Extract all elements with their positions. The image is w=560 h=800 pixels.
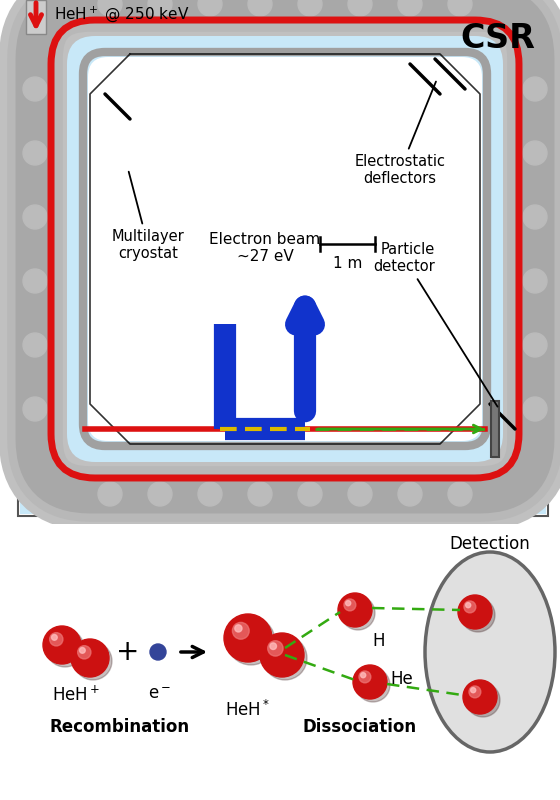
Circle shape <box>248 0 272 16</box>
Text: Detection: Detection <box>450 535 530 553</box>
Circle shape <box>338 593 372 627</box>
Circle shape <box>43 626 81 664</box>
Circle shape <box>52 634 57 640</box>
Text: He: He <box>390 670 413 688</box>
Circle shape <box>523 141 547 165</box>
Circle shape <box>80 647 85 654</box>
Circle shape <box>46 629 84 667</box>
Circle shape <box>523 397 547 421</box>
Bar <box>491 401 499 457</box>
Circle shape <box>523 77 547 101</box>
Circle shape <box>148 482 172 506</box>
Circle shape <box>466 602 471 608</box>
Text: HeH$^+$ @ 250 keV: HeH$^+$ @ 250 keV <box>54 4 189 24</box>
Circle shape <box>463 680 497 714</box>
Circle shape <box>398 0 422 16</box>
Bar <box>26 0 46 34</box>
Ellipse shape <box>425 552 555 752</box>
Circle shape <box>23 77 47 101</box>
Circle shape <box>270 643 277 650</box>
Text: H: H <box>372 632 385 650</box>
Circle shape <box>260 633 304 677</box>
Circle shape <box>235 625 242 632</box>
Circle shape <box>74 642 112 680</box>
FancyBboxPatch shape <box>67 36 503 462</box>
Circle shape <box>348 0 372 16</box>
Circle shape <box>23 205 47 229</box>
Circle shape <box>23 333 47 357</box>
Text: CSR: CSR <box>460 22 535 55</box>
Text: HeH$^*$: HeH$^*$ <box>226 700 270 720</box>
Circle shape <box>461 598 495 632</box>
Circle shape <box>466 683 500 717</box>
Circle shape <box>98 0 122 16</box>
Circle shape <box>71 639 109 677</box>
Circle shape <box>227 617 275 665</box>
Circle shape <box>359 671 371 683</box>
Circle shape <box>469 686 481 698</box>
Circle shape <box>398 482 422 506</box>
Circle shape <box>150 644 166 660</box>
Circle shape <box>346 601 351 606</box>
Circle shape <box>298 482 322 506</box>
Circle shape <box>232 622 249 639</box>
Circle shape <box>341 596 375 630</box>
Circle shape <box>448 482 472 506</box>
Circle shape <box>458 595 492 629</box>
Text: Particle
detector: Particle detector <box>374 242 497 406</box>
Circle shape <box>78 646 91 659</box>
Circle shape <box>263 636 307 680</box>
Circle shape <box>224 614 272 662</box>
Circle shape <box>268 641 283 656</box>
Text: HeH$^+$: HeH$^+$ <box>52 685 100 704</box>
Circle shape <box>344 599 356 611</box>
Circle shape <box>23 269 47 293</box>
Text: Electrostatic
deflectors: Electrostatic deflectors <box>354 82 446 186</box>
Circle shape <box>464 601 476 613</box>
Circle shape <box>298 0 322 16</box>
Circle shape <box>448 0 472 16</box>
Circle shape <box>248 482 272 506</box>
Circle shape <box>523 333 547 357</box>
Circle shape <box>198 482 222 506</box>
Circle shape <box>470 688 476 693</box>
Circle shape <box>23 141 47 165</box>
Text: Dissociation: Dissociation <box>303 718 417 736</box>
Circle shape <box>348 482 372 506</box>
Text: e$^-$: e$^-$ <box>148 685 171 703</box>
Circle shape <box>361 673 366 678</box>
Text: Recombination: Recombination <box>50 718 190 736</box>
Text: 1 m: 1 m <box>333 256 362 271</box>
Circle shape <box>50 633 63 646</box>
Circle shape <box>356 668 390 702</box>
Text: Electron beam
~27 eV: Electron beam ~27 eV <box>209 232 321 264</box>
Circle shape <box>353 665 387 699</box>
Circle shape <box>198 0 222 16</box>
Text: +: + <box>116 638 139 666</box>
Circle shape <box>523 205 547 229</box>
Circle shape <box>148 0 172 16</box>
Text: Multilayer
cryostat: Multilayer cryostat <box>111 172 184 262</box>
Circle shape <box>98 482 122 506</box>
Circle shape <box>523 269 547 293</box>
FancyBboxPatch shape <box>88 57 482 441</box>
Circle shape <box>23 397 47 421</box>
